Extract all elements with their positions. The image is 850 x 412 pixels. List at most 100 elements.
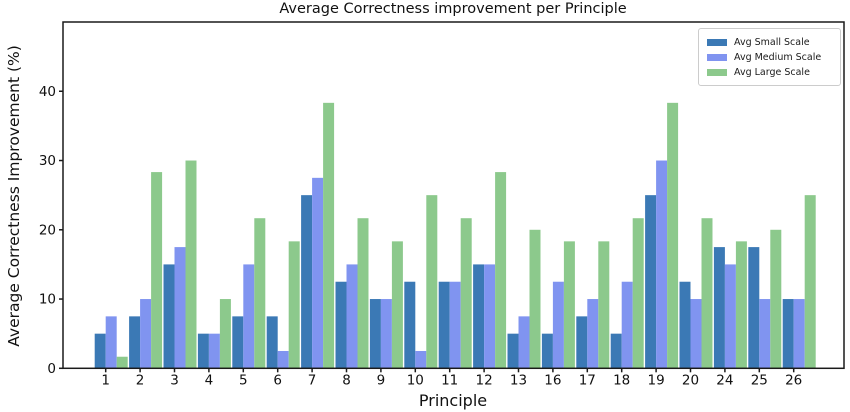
x-tick-label: 8 xyxy=(342,372,351,388)
bar-avg-large-scale-p16 xyxy=(563,241,575,369)
bar-avg-medium-scale-p13 xyxy=(518,316,530,369)
bar-avg-large-scale-p9 xyxy=(391,241,403,369)
x-tick-label: 13 xyxy=(510,372,527,388)
bar-avg-large-scale-p19 xyxy=(667,102,679,369)
bar-avg-large-scale-p18 xyxy=(632,218,644,369)
bar-avg-large-scale-p13 xyxy=(529,229,541,369)
bar-avg-small-scale-p11 xyxy=(438,281,450,369)
x-tick-label: 26 xyxy=(785,372,802,388)
bar-avg-large-scale-p20 xyxy=(701,218,713,369)
x-tick-label: 20 xyxy=(682,372,699,388)
bar-avg-medium-scale-p11 xyxy=(449,281,461,369)
bar-avg-large-scale-p4 xyxy=(219,299,231,369)
axes-box xyxy=(62,21,845,370)
bar-avg-medium-scale-p3 xyxy=(174,247,186,369)
x-tick-label: 7 xyxy=(308,372,317,388)
bar-avg-medium-scale-p16 xyxy=(552,281,564,369)
bar-avg-medium-scale-p4 xyxy=(208,333,220,369)
legend-swatch-icon xyxy=(707,38,727,46)
y-tick-label: 0 xyxy=(47,361,56,377)
bar-avg-small-scale-p13 xyxy=(507,333,519,369)
x-tick-label: 17 xyxy=(579,372,596,388)
bar-avg-large-scale-p26 xyxy=(804,195,816,369)
bar-avg-medium-scale-p26 xyxy=(793,299,805,369)
bar-avg-large-scale-p8 xyxy=(357,218,369,369)
bar-avg-medium-scale-p25 xyxy=(759,299,771,369)
x-tick-label: 9 xyxy=(377,372,386,388)
legend-label: Avg Medium Scale xyxy=(734,51,822,63)
y-tick-label: 20 xyxy=(39,222,56,238)
legend: Avg Small Scale Avg Medium Scale Avg Large… xyxy=(698,28,841,86)
y-axis-label: Average Correctness Improvement (%) xyxy=(5,45,23,347)
legend-label: Avg Large Scale xyxy=(734,66,810,78)
bar-avg-medium-scale-p20 xyxy=(690,299,702,369)
x-tick-label: 10 xyxy=(407,372,424,388)
legend-entry: Avg Small Scale xyxy=(707,35,833,49)
x-tick-label: 12 xyxy=(476,372,493,388)
bar-avg-medium-scale-p24 xyxy=(724,264,736,369)
legend-entry: Avg Large Scale xyxy=(707,65,833,79)
y-tick-label: 30 xyxy=(39,153,56,169)
y-tick-label: 10 xyxy=(39,292,56,308)
bar-avg-small-scale-p9 xyxy=(369,299,381,369)
bar-avg-medium-scale-p9 xyxy=(380,299,392,369)
bar-avg-small-scale-p25 xyxy=(748,247,760,369)
bar-avg-medium-scale-p2 xyxy=(140,299,152,369)
bar-avg-small-scale-p2 xyxy=(129,316,141,369)
bar-avg-large-scale-p3 xyxy=(185,160,197,369)
bar-avg-small-scale-p6 xyxy=(266,316,278,369)
bar-avg-medium-scale-p5 xyxy=(243,264,255,369)
bar-avg-medium-scale-p17 xyxy=(587,299,599,369)
bar-avg-small-scale-p20 xyxy=(679,281,691,369)
x-tick-label: 24 xyxy=(716,372,733,388)
bar-avg-large-scale-p6 xyxy=(288,241,300,369)
bar-avg-small-scale-p4 xyxy=(197,333,209,369)
bar-avg-large-scale-p10 xyxy=(426,195,438,369)
bar-avg-medium-scale-p12 xyxy=(484,264,496,369)
bar-avg-small-scale-p19 xyxy=(645,195,657,369)
chart-title: Average Correctness improvement per Prin… xyxy=(279,1,627,17)
x-tick-label: 19 xyxy=(648,372,665,388)
bar-avg-large-scale-p1 xyxy=(116,356,128,369)
y-tick-label: 40 xyxy=(39,84,56,100)
bar-avg-medium-scale-p18 xyxy=(621,281,633,369)
bar-avg-medium-scale-p1 xyxy=(105,316,117,369)
bar-avg-medium-scale-p8 xyxy=(346,264,358,369)
x-tick-label: 25 xyxy=(751,372,768,388)
bar-avg-medium-scale-p6 xyxy=(277,350,289,369)
bar-avg-small-scale-p12 xyxy=(473,264,485,369)
x-tick-label: 6 xyxy=(273,372,282,388)
bar-avg-small-scale-p17 xyxy=(576,316,588,369)
bar-avg-small-scale-p26 xyxy=(782,299,794,369)
x-tick-label: 5 xyxy=(239,372,248,388)
bar-avg-small-scale-p16 xyxy=(541,333,553,369)
bar-avg-small-scale-p24 xyxy=(713,247,725,369)
x-tick-label: 11 xyxy=(441,372,458,388)
bar-avg-large-scale-p17 xyxy=(598,241,610,369)
x-tick-label: 3 xyxy=(170,372,179,388)
bar-avg-large-scale-p11 xyxy=(460,218,472,369)
bar-avg-large-scale-p12 xyxy=(495,172,507,369)
bar-avg-medium-scale-p10 xyxy=(415,350,427,369)
x-axis-label: Principle xyxy=(418,391,488,410)
legend-swatch-icon xyxy=(707,68,727,76)
bar-avg-large-scale-p24 xyxy=(735,241,747,369)
legend-label: Avg Small Scale xyxy=(734,36,810,48)
legend-entry: Avg Medium Scale xyxy=(707,50,833,64)
x-tick-label: 4 xyxy=(205,372,214,388)
legend-swatch-icon xyxy=(707,53,727,61)
bar-avg-small-scale-p7 xyxy=(301,195,313,369)
bar-avg-small-scale-p10 xyxy=(404,281,416,369)
bar-avg-small-scale-p5 xyxy=(232,316,244,369)
x-tick-label: 18 xyxy=(613,372,630,388)
bar-avg-small-scale-p18 xyxy=(610,333,622,369)
bar-avg-medium-scale-p7 xyxy=(312,177,324,369)
bar-avg-large-scale-p25 xyxy=(770,229,782,369)
bar-avg-small-scale-p3 xyxy=(163,264,175,369)
x-tick-label: 16 xyxy=(544,372,561,388)
x-tick-label: 2 xyxy=(136,372,145,388)
bar-avg-large-scale-p5 xyxy=(254,218,266,369)
x-tick-label: 1 xyxy=(101,372,110,388)
